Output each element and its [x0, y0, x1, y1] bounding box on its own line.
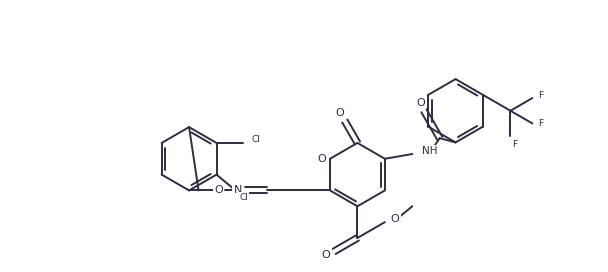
Text: O: O [336, 108, 344, 118]
Text: F: F [538, 91, 544, 100]
Text: Cl: Cl [240, 193, 248, 202]
Text: Cl: Cl [251, 135, 260, 144]
Text: O: O [391, 214, 399, 224]
Text: O: O [416, 98, 426, 108]
Text: N: N [233, 186, 242, 196]
Text: NH: NH [422, 146, 438, 156]
Text: F: F [513, 140, 517, 149]
Text: O: O [318, 154, 326, 164]
Text: O: O [214, 186, 223, 196]
Text: O: O [322, 250, 331, 260]
Text: F: F [538, 119, 544, 128]
